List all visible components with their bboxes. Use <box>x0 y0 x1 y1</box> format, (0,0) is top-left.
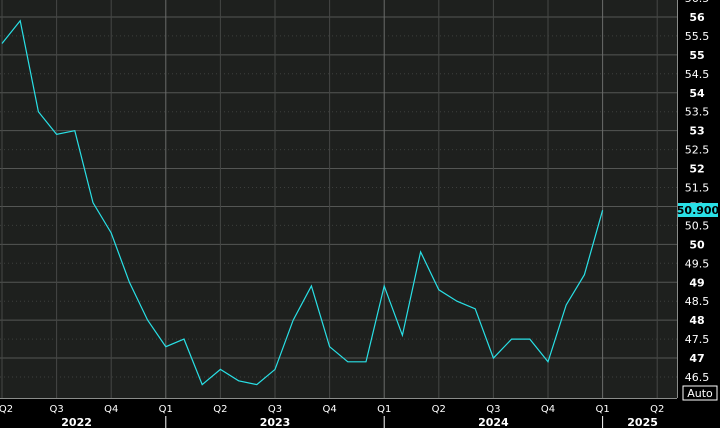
x-tick-label: Q1 <box>377 404 391 415</box>
last-value-marker: 50.900 <box>677 203 720 217</box>
x-tick-label: Q3 <box>268 404 282 415</box>
y-tick-label: 56.5 <box>685 0 710 5</box>
y-tick-label: 47.5 <box>685 333 710 346</box>
last-value-label: 50.900 <box>677 204 720 217</box>
y-tick-label: 46.5 <box>685 371 710 384</box>
y-tick-label: 53.5 <box>685 106 710 119</box>
y-tick-label: 55 <box>689 49 704 62</box>
y-tick-label: 51.5 <box>685 182 710 195</box>
y-tick-label: 52 <box>689 163 704 176</box>
y-tick-label: 56 <box>689 11 705 24</box>
x-tick-label: Q4 <box>322 404 336 415</box>
y-tick-label: 49.5 <box>685 257 710 270</box>
y-tick-label: 54 <box>689 87 705 100</box>
y-axis: 46.54747.54848.54949.55050.55151.55252.5… <box>677 0 710 398</box>
auto-scale-button[interactable]: Auto <box>682 385 718 401</box>
plot-background <box>0 0 677 398</box>
year-label: 2025 <box>627 416 658 428</box>
y-tick-label: 53 <box>689 125 704 138</box>
y-tick-label: 55.5 <box>685 30 710 43</box>
x-tick-label: Q3 <box>486 404 500 415</box>
x-tick-label: Q2 <box>650 404 664 415</box>
y-tick-label: 49 <box>689 276 704 289</box>
y-tick-label: 52.5 <box>685 144 710 157</box>
y-tick-label: 47 <box>689 352 704 365</box>
series-line-group <box>1 19 604 386</box>
series-line <box>1 19 604 386</box>
y-tick-label: 50 <box>689 238 705 251</box>
x-tick-label: Q2 <box>213 404 227 415</box>
x-tick-label: Q2 <box>0 404 13 415</box>
auto-button-box <box>682 385 718 401</box>
y-tick-label: 48.5 <box>685 295 710 308</box>
year-label: 2024 <box>478 416 509 428</box>
x-tick-label: Q2 <box>432 404 446 415</box>
x-tick-label: Q3 <box>49 404 63 415</box>
x-tick-label: Q4 <box>541 404 555 415</box>
year-label: 2023 <box>260 416 291 428</box>
grid-lines <box>0 0 677 398</box>
y-tick-label: 54.5 <box>685 68 710 81</box>
last-value-box <box>678 203 718 217</box>
x-tick-label: Q1 <box>159 404 173 415</box>
auto-button-label: Auto <box>687 387 713 400</box>
x-tick-label: Q1 <box>595 404 609 415</box>
x-tick-label: Q4 <box>104 404 118 415</box>
x-axis: Q2 Q3 Q4 Q1 Q2 Q3 Q4 Q1 Q2 Q3 Q4 Q1 Q2 2022 2023 2024 20… <box>0 398 677 428</box>
year-label: 2022 <box>61 416 92 428</box>
y-tick-label: 48 <box>689 314 704 327</box>
y-tick-label: 50.5 <box>685 219 710 232</box>
